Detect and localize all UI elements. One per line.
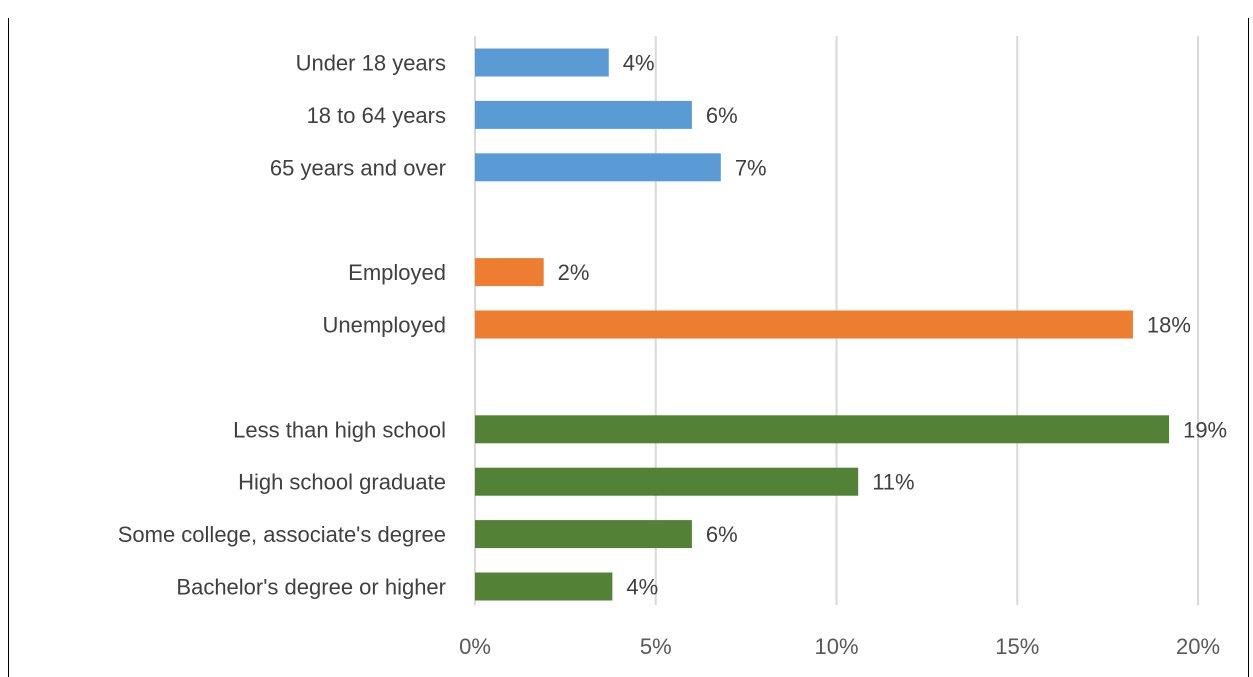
chart-title-cropped: [0, 0, 1253, 12]
data-label: 19%: [1183, 417, 1227, 442]
data-label: 7%: [735, 155, 767, 180]
bar: [475, 415, 1170, 444]
category-label: Unemployed: [322, 313, 446, 338]
data-labels: 4% 6% 7% 2% 18% 19% 11% 6% 4%: [558, 51, 1227, 600]
category-label: 18 to 64 years: [307, 103, 446, 128]
bar: [475, 100, 692, 129]
x-tick-label: 15%: [995, 634, 1039, 659]
bar: [475, 520, 692, 549]
bar: [475, 467, 859, 496]
bar: [475, 258, 544, 287]
bars: [475, 48, 1170, 601]
x-tick-label: 20%: [1176, 634, 1220, 659]
data-label: 4%: [626, 575, 658, 600]
category-label: 65 years and over: [270, 155, 446, 180]
category-label: Less than high school: [233, 417, 446, 442]
category-label: High school graduate: [238, 470, 446, 495]
data-label: 6%: [706, 103, 738, 128]
data-label: 11%: [872, 470, 914, 495]
data-label: 18%: [1147, 313, 1191, 338]
category-labels: Under 18 years 18 to 64 years 65 years and…: [118, 51, 446, 600]
category-label: Employed: [348, 260, 446, 285]
x-tick-labels: 0% 5% 10% 15% 20%: [459, 634, 1220, 659]
data-label: 2%: [558, 260, 590, 285]
bar: [475, 153, 721, 182]
bar: [475, 48, 609, 77]
category-label: Some college, associate's degree: [118, 522, 446, 547]
data-label: 6%: [706, 522, 738, 547]
x-tick-label: 0%: [459, 634, 491, 659]
chart: 4% 6% 7% 2% 18% 19% 11% 6% 4% Under 18 years 18 t…: [8, 18, 1249, 677]
category-label: Bachelor's degree or higher: [176, 575, 446, 600]
x-tick-label: 5%: [640, 634, 672, 659]
bar: [475, 310, 1133, 339]
x-tick-label: 10%: [814, 634, 858, 659]
bar: [475, 572, 613, 601]
data-label: 4%: [623, 51, 655, 76]
category-label: Under 18 years: [296, 51, 446, 76]
